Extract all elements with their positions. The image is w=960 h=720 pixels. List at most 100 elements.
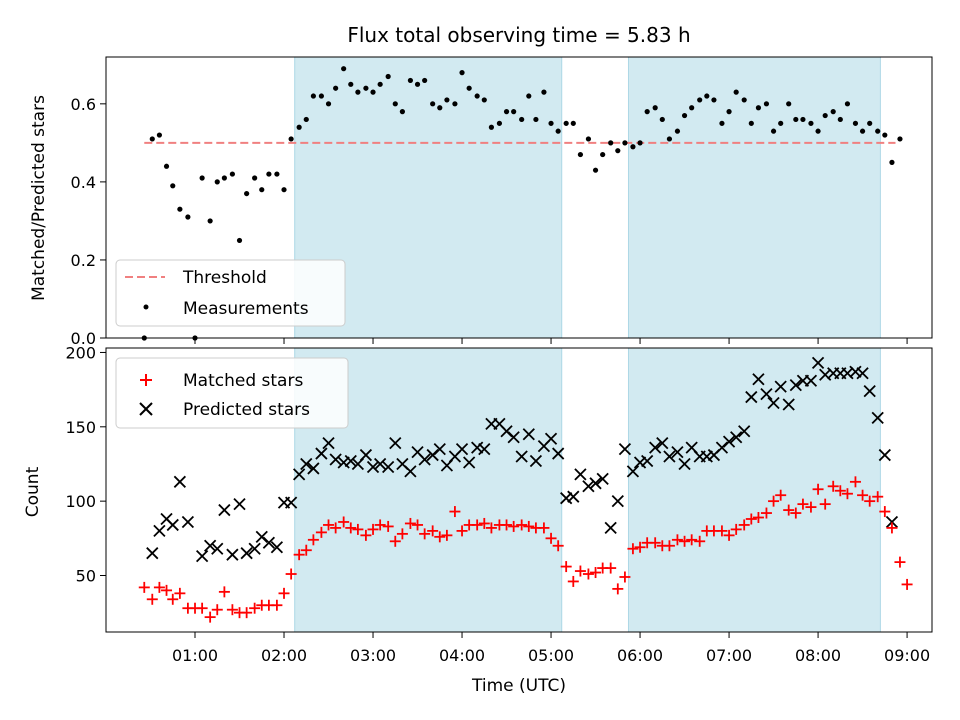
predicted-star-point xyxy=(433,442,446,456)
measurements-legend-swatch xyxy=(143,304,149,310)
matched-star-point xyxy=(138,581,150,593)
matched-star-point xyxy=(752,512,764,524)
measurement-point xyxy=(600,151,606,158)
predicted-star-point xyxy=(544,432,558,445)
measurement-point xyxy=(689,105,695,111)
predicted-star-point xyxy=(285,496,298,509)
measurement-point xyxy=(808,120,814,126)
matched-star-point xyxy=(382,520,394,532)
measurement-point xyxy=(630,144,636,150)
predicted-star-point xyxy=(641,454,654,468)
matched-star-point xyxy=(686,534,698,546)
predicted-star-point xyxy=(626,465,640,478)
matched-star-point xyxy=(167,593,179,605)
matched-star-point xyxy=(827,480,839,492)
measurement-point xyxy=(541,89,547,95)
predicted-star-point xyxy=(730,431,743,444)
bottom-legend: Matched stars Predicted stars xyxy=(115,357,349,429)
matched-star-point xyxy=(538,522,550,534)
matched-star-point xyxy=(797,498,809,510)
measurement-point xyxy=(681,112,688,119)
measurement-point xyxy=(370,89,376,95)
measurement-point xyxy=(355,89,361,95)
predicted-star-point xyxy=(337,456,350,469)
predicted-star-point xyxy=(478,442,491,456)
matched-star-point xyxy=(153,581,165,593)
predicted-star-point xyxy=(596,472,609,485)
top-panel: 0.0 0.2 0.4 0.6 Matched/Predicted stars Thr… xyxy=(29,56,933,348)
predicted-star-point xyxy=(738,425,751,438)
measurement-point xyxy=(889,159,895,165)
predicted-star-point xyxy=(418,453,431,466)
matched-star-point xyxy=(427,525,439,537)
x-tick-label: 03:00 xyxy=(350,646,396,665)
measurement-point xyxy=(711,97,717,103)
matched-star-point xyxy=(834,485,846,497)
matched-star-point xyxy=(567,575,579,587)
measurement-point xyxy=(207,218,213,224)
bottom-y-axis-label: Count xyxy=(23,466,43,517)
top-plot-frame xyxy=(105,56,933,339)
matched-star-point xyxy=(812,483,824,495)
measurement-point xyxy=(637,140,643,146)
matched-star-point xyxy=(293,549,305,561)
measurement-point xyxy=(882,132,888,138)
predicted-star-point xyxy=(618,442,632,456)
x-tick-label: 05:00 xyxy=(528,646,574,665)
measurement-point xyxy=(652,105,658,111)
matched-star-point xyxy=(886,522,898,534)
matched-star-point xyxy=(211,604,223,616)
matched-star-point xyxy=(552,540,564,552)
matched-star-point xyxy=(716,525,728,537)
predicted-star-point xyxy=(789,379,802,392)
matched-star-point xyxy=(271,599,283,611)
measurement-point xyxy=(666,136,673,142)
measurement-point xyxy=(778,120,784,126)
matched-star-point xyxy=(663,540,675,552)
matched-star-point xyxy=(745,513,757,525)
x-axis-label: Time (UTC) xyxy=(471,676,566,696)
predicted-star-point xyxy=(359,448,373,462)
measurement-point xyxy=(822,112,828,119)
predicted-star-point xyxy=(633,456,647,469)
measurement-point xyxy=(511,109,517,115)
matched-star-point xyxy=(449,506,461,518)
measurement-point xyxy=(149,136,155,142)
x-tick-label: 06:00 xyxy=(617,646,663,665)
predicted-star-point xyxy=(366,460,380,474)
matched-star-point xyxy=(249,602,261,614)
measurement-point xyxy=(519,116,525,123)
predicted-star-point xyxy=(463,456,476,469)
measurement-point xyxy=(156,132,163,138)
measurement-point xyxy=(325,101,332,107)
measurement-point xyxy=(288,136,294,142)
predicted-star-point xyxy=(878,448,891,462)
measurement-point xyxy=(377,81,383,87)
measurement-point xyxy=(830,109,836,115)
predicted-legend-label: Predicted stars xyxy=(183,400,310,420)
measurement-point xyxy=(815,128,821,134)
x-tick-label: 09:00 xyxy=(884,646,930,665)
measurement-point xyxy=(837,116,843,123)
matched-star-point xyxy=(434,531,446,543)
measurement-point xyxy=(481,97,487,103)
y-tick-label: 200 xyxy=(65,343,96,362)
predicted-star-point xyxy=(560,492,573,505)
predicted-star-point xyxy=(374,457,387,471)
measurement-point xyxy=(608,140,614,146)
predicted-star-point xyxy=(389,437,402,450)
measurement-point xyxy=(296,124,302,130)
predicted-star-point xyxy=(582,480,595,493)
predicted-star-point xyxy=(471,441,484,454)
measurement-point xyxy=(221,175,227,181)
measurement-point xyxy=(407,77,414,84)
matched-star-point xyxy=(775,489,787,501)
predicted-star-point xyxy=(404,465,417,478)
predicted-star-point xyxy=(804,374,818,387)
matched-star-point xyxy=(783,504,795,516)
matched-star-point xyxy=(582,568,594,580)
measurement-point xyxy=(644,109,650,115)
predicted-star-point xyxy=(574,468,587,481)
predicted-star-point xyxy=(240,547,253,560)
matched-star-point xyxy=(545,532,557,544)
